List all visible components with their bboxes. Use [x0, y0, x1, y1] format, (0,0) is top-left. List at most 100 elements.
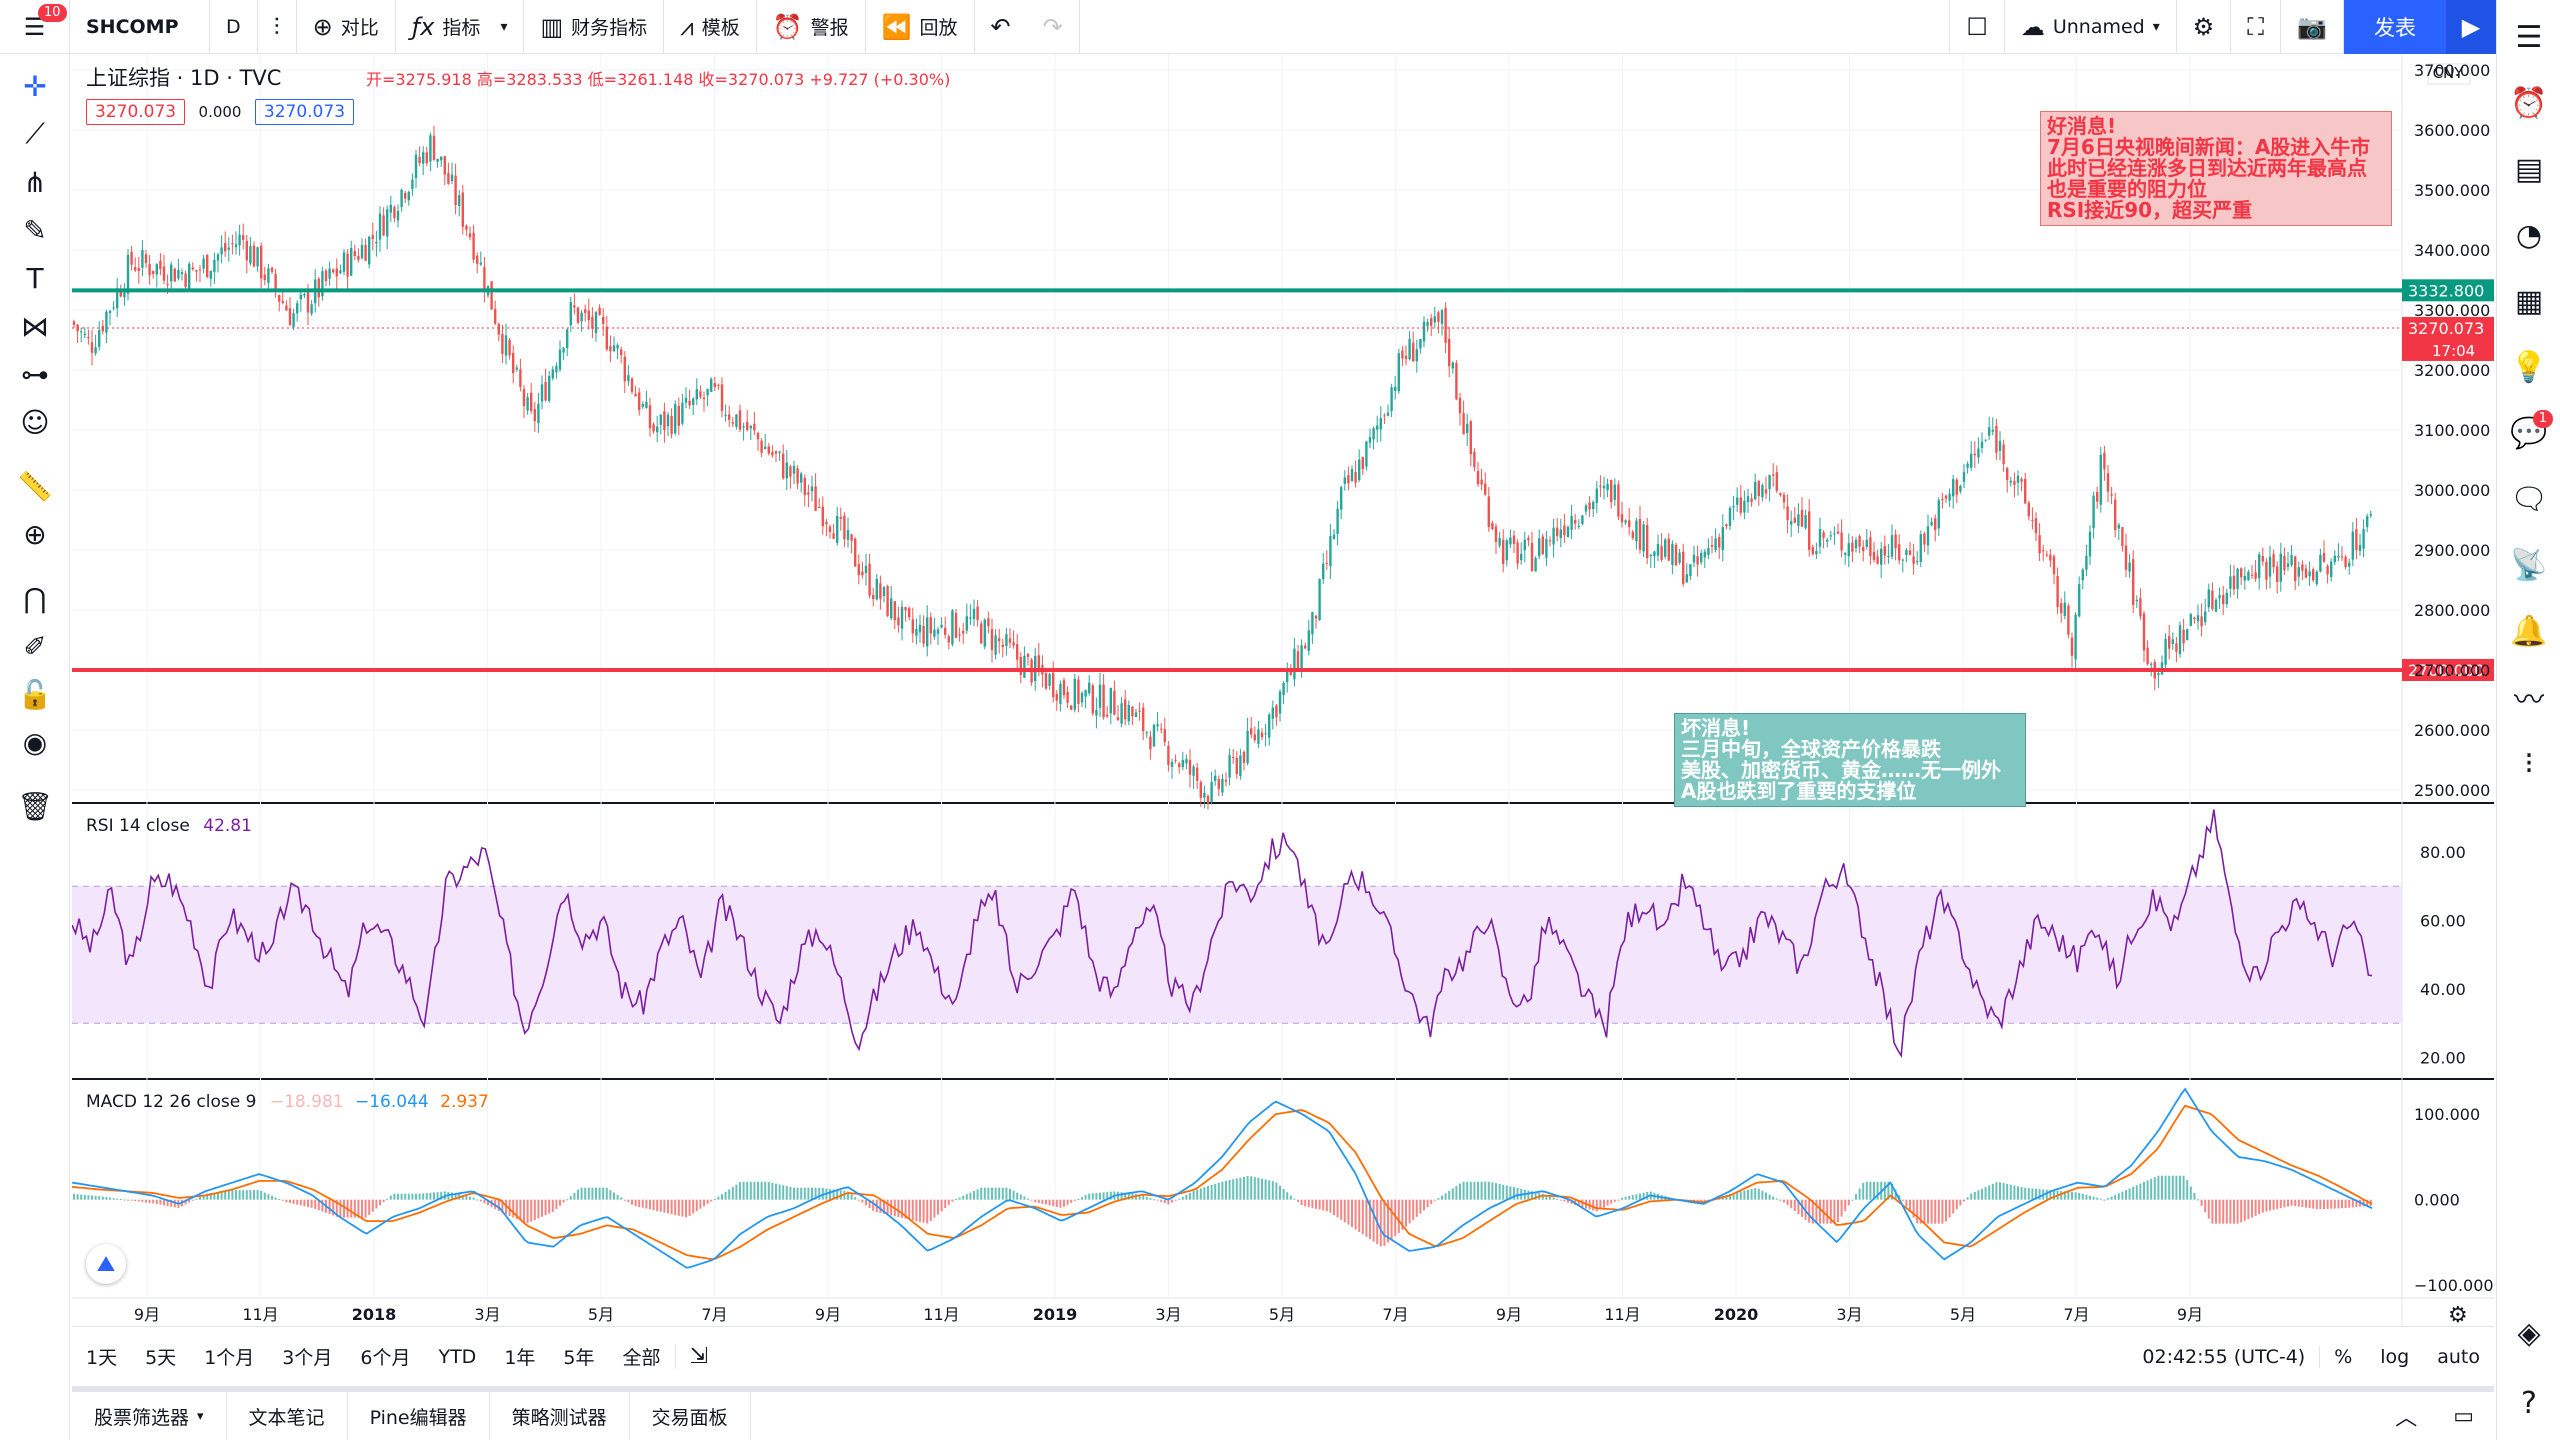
replay-button[interactable]: ⏪ 回放: [866, 0, 975, 54]
range-3m[interactable]: 3个月: [282, 1347, 333, 1369]
macd-histogram-bar: [2074, 1192, 2077, 1200]
percent-toggle[interactable]: %: [2334, 1346, 2353, 1368]
candle-body: [936, 629, 940, 634]
tab-screener[interactable]: 股票筛选器 ▾: [72, 1392, 227, 1440]
macd-histogram-bar: [1905, 1199, 1908, 1207]
templates-button[interactable]: ⩘ 模板: [664, 0, 757, 54]
rsi-legend[interactable]: RSI 14 close 42.81: [86, 816, 252, 836]
candle-body: [2121, 527, 2124, 546]
range-ytd[interactable]: YTD: [438, 1345, 477, 1368]
prediction-tool[interactable]: ⊶: [0, 350, 70, 398]
chats-button[interactable]: 💬 1: [2497, 400, 2560, 466]
stay-drawing-tool[interactable]: ✐: [0, 622, 70, 670]
horizontal-lines[interactable]: 3332.800 2700.000 3270.073 17:04: [72, 279, 2494, 681]
candle-body: [173, 268, 176, 282]
bad-news-callout[interactable]: 坏消息! 三月中旬，全球资产价格暴跌 美股、加密货币、黄金……无一例外 A股也跌…: [1674, 713, 2026, 807]
undo-button[interactable]: ↶: [975, 0, 1027, 54]
candle-body: [710, 378, 713, 392]
play-button[interactable]: ▶: [2446, 0, 2496, 54]
financials-button[interactable]: ▥ 财务指标: [524, 0, 665, 54]
brush-tool[interactable]: ✎: [0, 206, 70, 254]
magnet-tool[interactable]: ⋂: [0, 574, 70, 622]
chart-type-button[interactable]: ⫶: [258, 0, 297, 54]
macd-histogram-bar: [2344, 1199, 2347, 1209]
symbol-search[interactable]: SHCOMP: [70, 0, 210, 54]
goto-date-button[interactable]: ⇲: [674, 1344, 722, 1369]
macd-histogram-bar: [1210, 1184, 1213, 1200]
range-all[interactable]: 全部: [622, 1347, 661, 1369]
hide-tool[interactable]: ◉: [0, 718, 70, 766]
ideas-button[interactable]: 💡: [2497, 334, 2560, 400]
range-5d[interactable]: 5天: [145, 1347, 177, 1369]
zoom-tool[interactable]: ⊕: [0, 510, 70, 558]
range-6m[interactable]: 6个月: [360, 1347, 411, 1369]
range-5y[interactable]: 5年: [563, 1347, 595, 1369]
pitchfork-tool[interactable]: ⋔: [0, 158, 70, 206]
tab-strategy-tester[interactable]: 策略测试器: [490, 1392, 630, 1440]
help-button[interactable]: ?: [2497, 1370, 2560, 1436]
macd-histogram-bar: [94, 1195, 97, 1200]
redo-button[interactable]: ↷: [1027, 0, 1080, 54]
candle-body: [141, 249, 144, 268]
alert-button[interactable]: ⏰ 警报: [757, 0, 866, 54]
interval-button[interactable]: D: [210, 0, 258, 54]
notifications-button[interactable]: 🔔: [2497, 598, 2560, 664]
clock[interactable]: 02:42:55 (UTC-4): [2128, 1346, 2321, 1368]
crosshair-tool[interactable]: ✛: [0, 62, 70, 110]
maximize-panel-button[interactable]: ▭: [2453, 1404, 2474, 1429]
auto-toggle[interactable]: auto: [2437, 1346, 2480, 1368]
candle-body: [2276, 566, 2279, 583]
pattern-tool[interactable]: ⋈: [0, 302, 70, 350]
settings-button[interactable]: ⚙: [2177, 0, 2232, 54]
tab-trading-panel[interactable]: 交易面板: [630, 1392, 751, 1440]
lock-tool[interactable]: 🔓: [0, 670, 70, 718]
publish-button[interactable]: 发表: [2344, 0, 2446, 54]
macd-histogram-bar: [256, 1190, 259, 1200]
streams-button[interactable]: 📡: [2497, 532, 2560, 598]
ruler-tool[interactable]: 📏: [0, 462, 70, 510]
range-1m[interactable]: 1个月: [204, 1347, 255, 1369]
menu-button[interactable]: ☰ 10: [0, 0, 70, 54]
candle-body: [130, 251, 133, 265]
range-1d[interactable]: 1天: [86, 1347, 118, 1369]
trendline-tool[interactable]: ⟋: [0, 110, 70, 158]
layout-name-button[interactable]: ☁ Unnamed ▾: [2005, 0, 2177, 54]
tab-text-notes[interactable]: 文本笔记: [227, 1392, 348, 1440]
alerts-panel-button[interactable]: ⏰: [2497, 70, 2560, 136]
text-tool[interactable]: T: [0, 254, 70, 302]
fullscreen-button[interactable]: ⛶: [2231, 0, 2282, 54]
log-toggle[interactable]: log: [2380, 1346, 2410, 1368]
macd-histogram-bar: [1981, 1188, 1983, 1200]
macd-histogram-bar: [663, 1199, 666, 1213]
candle-body: [2243, 576, 2246, 581]
layout-select-button[interactable]: ☐: [1949, 0, 2005, 54]
compare-button[interactable]: ⊕ 对比: [297, 0, 396, 54]
emoji-tool[interactable]: ☺: [0, 398, 70, 446]
candle-body: [886, 586, 889, 617]
candle-body: [1307, 630, 1310, 651]
candle-body: [1995, 425, 1998, 453]
tv-logo-icon[interactable]: ⛰: [86, 1244, 126, 1284]
messages-button[interactable]: 🗨: [2497, 466, 2560, 532]
collapse-panel-button[interactable]: ︿: [2395, 1400, 2417, 1432]
candle-body: [94, 347, 97, 354]
layers-button[interactable]: ◈: [2497, 1300, 2560, 1366]
news-button[interactable]: ▤: [2497, 136, 2560, 202]
good-news-callout[interactable]: 好消息! 7月6日央视晚间新闻：A股进入牛市 此时已经连涨多日到达近两年最高点 …: [2040, 111, 2392, 226]
range-1y[interactable]: 1年: [504, 1347, 536, 1369]
pine-button[interactable]: 〰: [2497, 664, 2560, 730]
calendar-button[interactable]: ▦: [2497, 268, 2560, 334]
chart-canvas[interactable]: 3332.800 2700.000 3270.073 17:04 CNY3700.00…: [72, 54, 2494, 1326]
hotlist-button[interactable]: ◔: [2497, 202, 2560, 268]
symbol-legend[interactable]: 上证综指 · 1D · TVC: [86, 62, 281, 92]
candle-body: [1019, 656, 1022, 675]
macd-legend[interactable]: MACD 12 26 close 9 −18.981 −16.044 2.937: [86, 1092, 489, 1112]
watchlist-button[interactable]: ☰: [2497, 4, 2560, 70]
candle-body: [2049, 554, 2052, 561]
indicators-button[interactable]: ƒx 指标 ▾: [396, 0, 525, 54]
remove-tool[interactable]: 🗑: [0, 782, 70, 830]
candle-body: [1527, 537, 1530, 541]
tab-pine-editor[interactable]: Pine编辑器: [348, 1392, 490, 1440]
snapshot-button[interactable]: 📷: [2281, 0, 2344, 54]
dom-button[interactable]: ⁝: [2497, 730, 2560, 796]
